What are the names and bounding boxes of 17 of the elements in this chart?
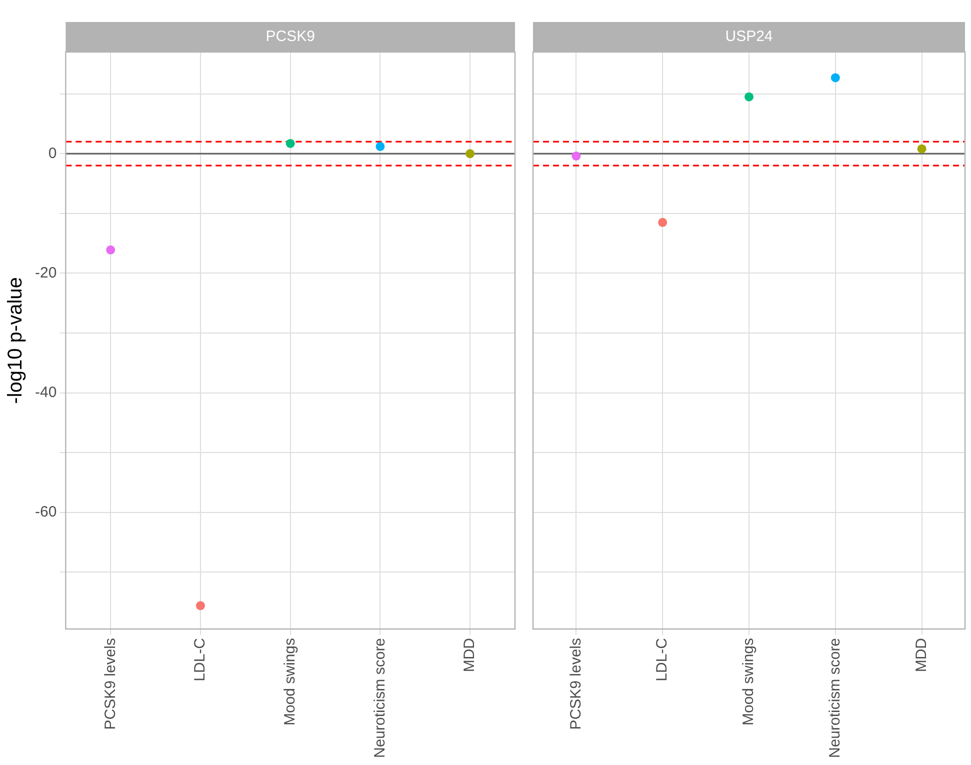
chart-title: USP24	[725, 28, 773, 46]
x-tick-label: MDD	[912, 638, 930, 672]
x-tick-label: Mood swings	[740, 638, 758, 726]
y-axis-title: -log10 p-value	[4, 277, 27, 404]
x-tick-label: PCSK9 levels	[567, 638, 584, 730]
y-tick-label: -40	[34, 384, 57, 401]
x-tick-label: Mood swings	[281, 638, 298, 726]
y-tick-label: -20	[34, 264, 57, 282]
x-tick-label: PCSK9 levels	[102, 638, 119, 730]
chart-title: PCSK9	[266, 28, 315, 46]
y-tick-label: -60	[34, 504, 57, 521]
x-tick-label: Neuroticism score	[371, 638, 388, 758]
x-tick-label: MDD	[461, 638, 478, 672]
x-tick-label: LDL-C	[192, 638, 209, 682]
x-tick-label: Neuroticism score	[826, 638, 844, 758]
y-tick-label: 0	[48, 144, 57, 162]
x-tick-label: LDL-C	[654, 638, 671, 682]
